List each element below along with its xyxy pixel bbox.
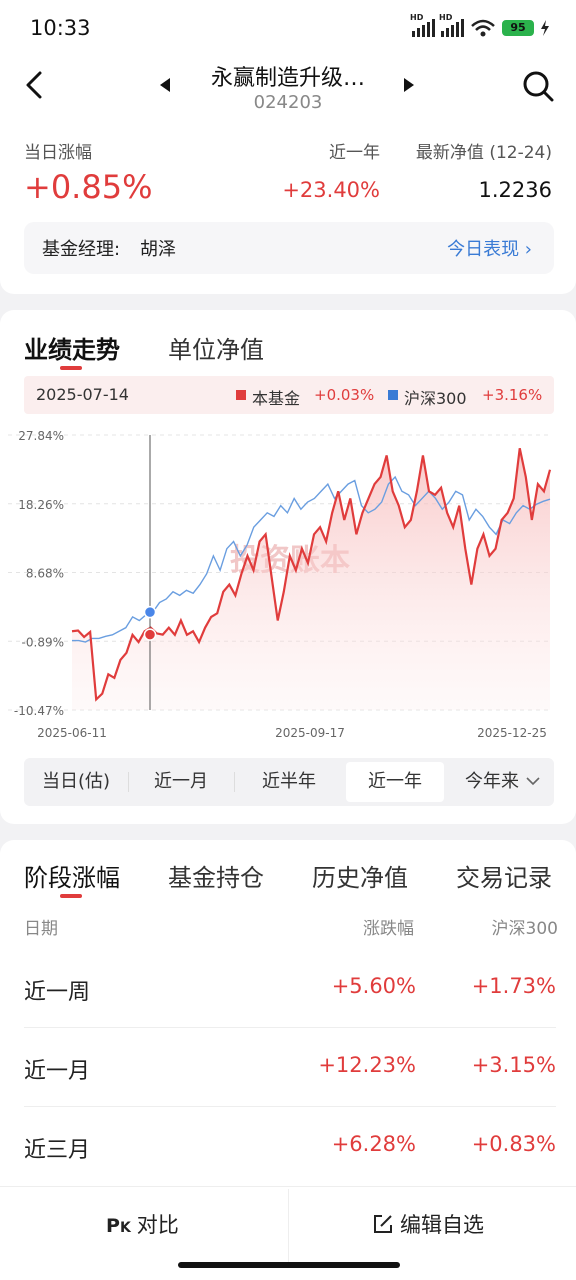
latest-nav-label: 最新净值 (12-24) xyxy=(415,143,552,163)
one-year-value: +23.40% xyxy=(282,178,380,202)
home-indicator xyxy=(178,1262,400,1268)
x-tick-label: 2025-09-17 xyxy=(275,726,345,740)
manager-label: 基金经理: xyxy=(42,239,121,260)
edit-icon xyxy=(374,1215,392,1233)
tab-fund-holdings[interactable]: 基金持仓 xyxy=(168,864,264,892)
period-index: +1.73% xyxy=(471,974,556,998)
y-tick-label: -10.47% xyxy=(14,704,64,718)
period-index: +3.15% xyxy=(471,1053,556,1077)
index-crosshair-dot xyxy=(143,605,157,619)
manager-name[interactable]: 胡泽 xyxy=(140,239,176,260)
tab-history-nav[interactable]: 历史净值 xyxy=(312,864,408,892)
fund-area xyxy=(72,448,550,710)
period-label: 近一周 xyxy=(24,980,91,1005)
tab-trade-records[interactable]: 交易记录 xyxy=(456,864,552,892)
fund-code: 024203 xyxy=(253,92,323,113)
column-csi300: 沪深300 xyxy=(491,919,558,939)
range-half-year[interactable]: 近半年 xyxy=(262,771,316,792)
range-divider xyxy=(128,772,129,792)
range-one-month[interactable]: 近一月 xyxy=(154,771,208,792)
latest-nav-value: 1.2236 xyxy=(478,178,552,202)
nav-header: 永赢制造升级… 024203 xyxy=(0,56,576,126)
performance-chart-card: 业绩走势 单位净值 2025-07-14 本基金 +0.03% 沪深300 +3… xyxy=(0,310,576,824)
y-tick-label: -0.89% xyxy=(22,635,64,649)
prev-triangle-icon[interactable] xyxy=(160,78,170,92)
crosshair-date: 2025-07-14 xyxy=(36,385,129,404)
fund-legend-name: 本基金 xyxy=(252,389,301,408)
period-index: +0.83% xyxy=(471,1132,556,1156)
signal-icon: HD xyxy=(410,13,435,37)
wifi-icon xyxy=(471,19,495,37)
active-tab-indicator xyxy=(60,894,82,898)
one-year-label: 近一年 xyxy=(329,143,380,163)
column-date: 日期 xyxy=(24,919,58,939)
compare-button[interactable]: PK 对比 xyxy=(106,1207,179,1243)
period-label: 近一月 xyxy=(24,1059,91,1084)
table-row[interactable]: 近一周 +5.60% +1.73% xyxy=(24,950,556,1028)
range-ytd[interactable]: 今年来 xyxy=(465,771,519,792)
performance-line-chart[interactable]: 27.84% 18.26% 8.68% -0.89% -10.47% 2025-06-11… xyxy=(0,420,576,750)
battery-icon: 95 xyxy=(502,20,534,36)
pk-icon: PK xyxy=(106,1215,131,1237)
edit-watchlist-button[interactable]: 编辑自选 xyxy=(372,1207,484,1243)
charging-icon xyxy=(541,20,549,36)
signal-icon: HD xyxy=(439,13,464,37)
fund-legend-marker xyxy=(236,390,246,400)
index-legend-value: +3.16% xyxy=(482,386,543,404)
hd-label: HD xyxy=(410,13,424,22)
x-tick-label: 2025-06-11 xyxy=(37,726,107,740)
range-one-year[interactable]: 近一年 xyxy=(346,762,444,802)
table-row[interactable]: 近三月 +6.28% +0.83% xyxy=(24,1108,556,1186)
index-legend-name: 沪深300 xyxy=(404,389,467,408)
period-change: +12.23% xyxy=(318,1053,416,1077)
tab-unit-nav[interactable]: 单位净值 xyxy=(168,336,264,364)
tab-period-returns[interactable]: 阶段涨幅 xyxy=(24,864,120,892)
period-change: +6.28% xyxy=(331,1132,416,1156)
period-label: 近三月 xyxy=(24,1138,91,1163)
search-icon[interactable] xyxy=(522,70,554,102)
range-today-est[interactable]: 当日(估) xyxy=(41,771,111,792)
range-divider xyxy=(234,772,235,792)
today-change-value: +0.85% xyxy=(24,168,153,206)
status-bar: 10:33 HD HD 95 xyxy=(0,0,576,56)
active-tab-indicator xyxy=(60,366,82,370)
fund-crosshair-dot xyxy=(143,628,157,641)
compare-label: 对比 xyxy=(136,1213,179,1237)
today-change-label: 当日涨幅 xyxy=(24,143,92,163)
chart-legend: 2025-07-14 本基金 +0.03% 沪深300 +3.16% xyxy=(24,376,554,414)
edit-watchlist-label: 编辑自选 xyxy=(400,1213,484,1237)
fund-manager-row[interactable]: 基金经理: 胡泽 今日表现 › xyxy=(24,222,554,274)
time-range-selector: 当日(估) 近一月 近半年 近一年 今年来 xyxy=(24,758,554,806)
status-time: 10:33 xyxy=(30,16,91,40)
fund-name: 永赢制造升级… xyxy=(210,66,365,91)
bottom-divider xyxy=(288,1189,289,1265)
fund-summary: 当日涨幅 近一年 最新净值 (12-24) +0.85% +23.40% 1.2… xyxy=(0,126,576,294)
today-performance-link[interactable]: 今日表现 › xyxy=(447,239,532,260)
index-legend-marker xyxy=(388,390,398,400)
tab-performance-trend[interactable]: 业绩走势 xyxy=(24,336,120,364)
hd-label: HD xyxy=(439,13,453,22)
next-triangle-icon[interactable] xyxy=(404,78,414,92)
chevron-down-icon[interactable] xyxy=(526,776,540,786)
status-icons: HD HD 95 xyxy=(410,13,550,38)
period-change: +5.60% xyxy=(331,974,416,998)
y-tick-label: 27.84% xyxy=(18,429,64,443)
y-tick-label: 18.26% xyxy=(18,498,64,512)
x-tick-label: 2025-12-25 xyxy=(477,726,547,740)
y-tick-label: 8.68% xyxy=(26,567,64,581)
fund-legend-value: +0.03% xyxy=(314,386,375,404)
column-change: 涨跌幅 xyxy=(363,919,414,939)
table-row[interactable]: 近一月 +12.23% +3.15% xyxy=(24,1029,556,1107)
back-arrow-icon[interactable] xyxy=(22,70,46,100)
